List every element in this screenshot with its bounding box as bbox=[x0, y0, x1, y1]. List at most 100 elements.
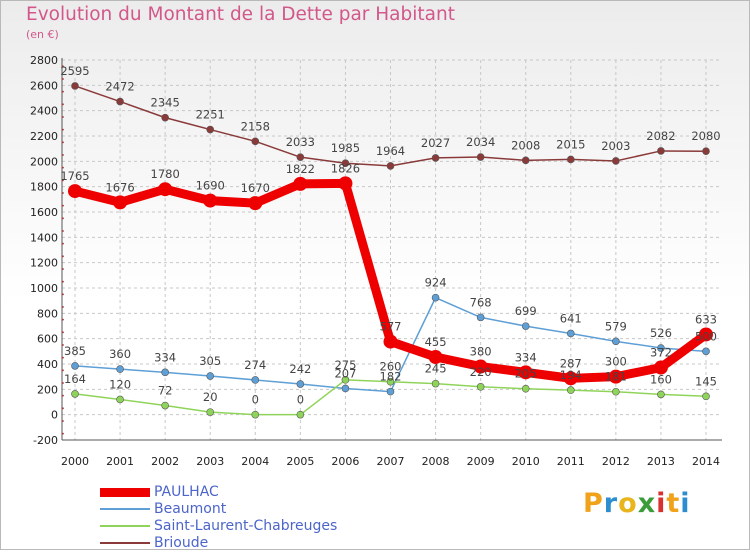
y-minor-dot bbox=[62, 280, 64, 283]
y-minor-dot bbox=[62, 394, 64, 397]
proxiti-logo: Proxiti bbox=[583, 488, 691, 519]
data-point-paulhac bbox=[293, 176, 308, 191]
legend-item-brioude[interactable]: Brioude bbox=[100, 535, 400, 552]
y-tick-label: 1000 bbox=[30, 282, 58, 295]
y-minor-dot bbox=[62, 65, 64, 68]
data-point-beaumont bbox=[341, 384, 350, 393]
y-minor-dot bbox=[62, 204, 64, 207]
data-point-saint-laurent-chabreuges bbox=[251, 410, 260, 419]
data-label-beaumont: 768 bbox=[470, 295, 492, 309]
data-point-beaumont bbox=[566, 329, 575, 338]
y-minor-dot bbox=[62, 217, 64, 220]
data-label-brioude: 2158 bbox=[241, 119, 270, 133]
data-label-saint-laurent-chabreuges: 72 bbox=[158, 384, 173, 398]
brand-letter: i bbox=[680, 488, 691, 519]
data-point-brioude bbox=[476, 153, 485, 161]
data-label-paulhac: 372 bbox=[650, 346, 672, 360]
y-minor-dot bbox=[62, 192, 64, 194]
data-point-saint-laurent-chabreuges bbox=[476, 382, 485, 391]
data-label-beaumont: 242 bbox=[289, 362, 311, 376]
data-point-brioude bbox=[116, 97, 124, 106]
data-label-beaumont: 207 bbox=[334, 366, 356, 380]
data-label-saint-laurent-chabreuges: 0 bbox=[297, 393, 304, 407]
y-tick-label: 2600 bbox=[30, 79, 58, 92]
data-label-brioude: 1964 bbox=[376, 144, 405, 158]
x-tick-label: 2014 bbox=[692, 455, 720, 468]
legend-item-paulhac[interactable]: PAULHAC bbox=[100, 484, 400, 501]
data-point-beaumont bbox=[657, 344, 665, 352]
y-minor-dot bbox=[62, 154, 64, 156]
data-label-saint-laurent-chabreuges: 194 bbox=[560, 368, 582, 382]
data-point-paulhac bbox=[608, 369, 623, 384]
y-minor-dot bbox=[62, 128, 64, 131]
data-point-saint-laurent-chabreuges bbox=[386, 377, 395, 386]
data-label-beaumont: 579 bbox=[605, 319, 627, 333]
data-label-beaumont: 699 bbox=[515, 304, 537, 318]
y-minor-dot bbox=[62, 242, 64, 245]
y-tick-label: 400 bbox=[37, 358, 58, 371]
data-label-paulhac: 1822 bbox=[286, 162, 315, 176]
data-point-saint-laurent-chabreuges bbox=[566, 386, 575, 394]
data-point-brioude bbox=[71, 82, 79, 90]
x-tick-label: 2001 bbox=[106, 455, 134, 468]
data-point-beaumont bbox=[161, 368, 169, 377]
y-minor-dot bbox=[62, 432, 64, 435]
y-minor-dot bbox=[62, 255, 64, 258]
data-label-paulhac: 300 bbox=[605, 355, 627, 369]
data-label-beaumont: 274 bbox=[244, 358, 266, 372]
data-label-paulhac: 380 bbox=[470, 345, 492, 359]
chart-subtitle: (en €) bbox=[26, 28, 59, 41]
data-label-saint-laurent-chabreuges: 205 bbox=[515, 367, 537, 381]
data-point-brioude bbox=[341, 159, 350, 168]
chart-title: Evolution du Montant de la Dette par Hab… bbox=[26, 4, 455, 25]
data-label-saint-laurent-chabreuges: 0 bbox=[252, 393, 259, 407]
data-label-brioude: 2003 bbox=[601, 139, 630, 153]
y-tick-label: 1400 bbox=[30, 231, 58, 244]
data-label-beaumont: 182 bbox=[380, 370, 402, 384]
data-label-paulhac: 334 bbox=[515, 350, 537, 364]
data-point-paulhac bbox=[68, 184, 82, 199]
data-point-saint-laurent-chabreuges bbox=[116, 395, 124, 404]
x-tick-label: 2010 bbox=[512, 455, 540, 468]
data-label-brioude: 2251 bbox=[196, 108, 225, 122]
data-point-beaumont bbox=[71, 362, 79, 370]
y-minor-dot bbox=[62, 179, 64, 182]
x-tick-label: 2006 bbox=[331, 455, 359, 468]
legend-item-saint-laurent-chabreuges[interactable]: Saint-Laurent-Chabreuges bbox=[100, 518, 400, 535]
y-minor-dot bbox=[62, 230, 64, 232]
data-point-paulhac bbox=[248, 196, 263, 211]
legend-label-paulhac: PAULHAC bbox=[154, 484, 219, 500]
data-point-brioude bbox=[431, 154, 440, 162]
data-point-brioude bbox=[566, 155, 575, 164]
data-label-saint-laurent-chabreuges: 164 bbox=[64, 372, 86, 386]
x-tick-label: 2013 bbox=[647, 455, 675, 468]
series-lines bbox=[68, 82, 713, 419]
x-tick-label: 2000 bbox=[61, 455, 89, 468]
x-tick-label: 2004 bbox=[241, 455, 269, 468]
data-label-paulhac: 577 bbox=[380, 320, 402, 334]
data-point-saint-laurent-chabreuges bbox=[431, 379, 440, 388]
data-point-brioude bbox=[386, 162, 395, 170]
data-labels: 1765 1676 1780 1690 1670 1822 1826 577 455 380 334… bbox=[60, 64, 720, 407]
y-minor-dot bbox=[62, 356, 64, 359]
data-point-saint-laurent-chabreuges bbox=[296, 410, 305, 419]
data-point-beaumont bbox=[206, 372, 215, 380]
y-minor-dot bbox=[62, 293, 64, 296]
legend-item-beaumont[interactable]: Beaumont bbox=[100, 501, 400, 518]
data-point-saint-laurent-chabreuges bbox=[206, 408, 215, 416]
y-minor-dot bbox=[62, 116, 64, 118]
data-label-brioude: 2015 bbox=[556, 137, 585, 151]
x-tick-label: 2009 bbox=[467, 455, 495, 468]
data-label-brioude: 2595 bbox=[60, 64, 89, 78]
data-label-brioude: 2080 bbox=[691, 129, 720, 143]
data-point-saint-laurent-chabreuges bbox=[341, 376, 350, 384]
data-point-paulhac bbox=[428, 350, 443, 365]
data-label-paulhac: 1670 bbox=[241, 181, 270, 195]
y-tick-label: 1800 bbox=[30, 181, 58, 194]
legend-label-brioude: Brioude bbox=[154, 535, 209, 551]
brand-letter: P bbox=[583, 488, 604, 519]
y-tick-label: 800 bbox=[37, 307, 58, 320]
y-minor-dot bbox=[62, 420, 64, 422]
grid bbox=[62, 59, 722, 441]
